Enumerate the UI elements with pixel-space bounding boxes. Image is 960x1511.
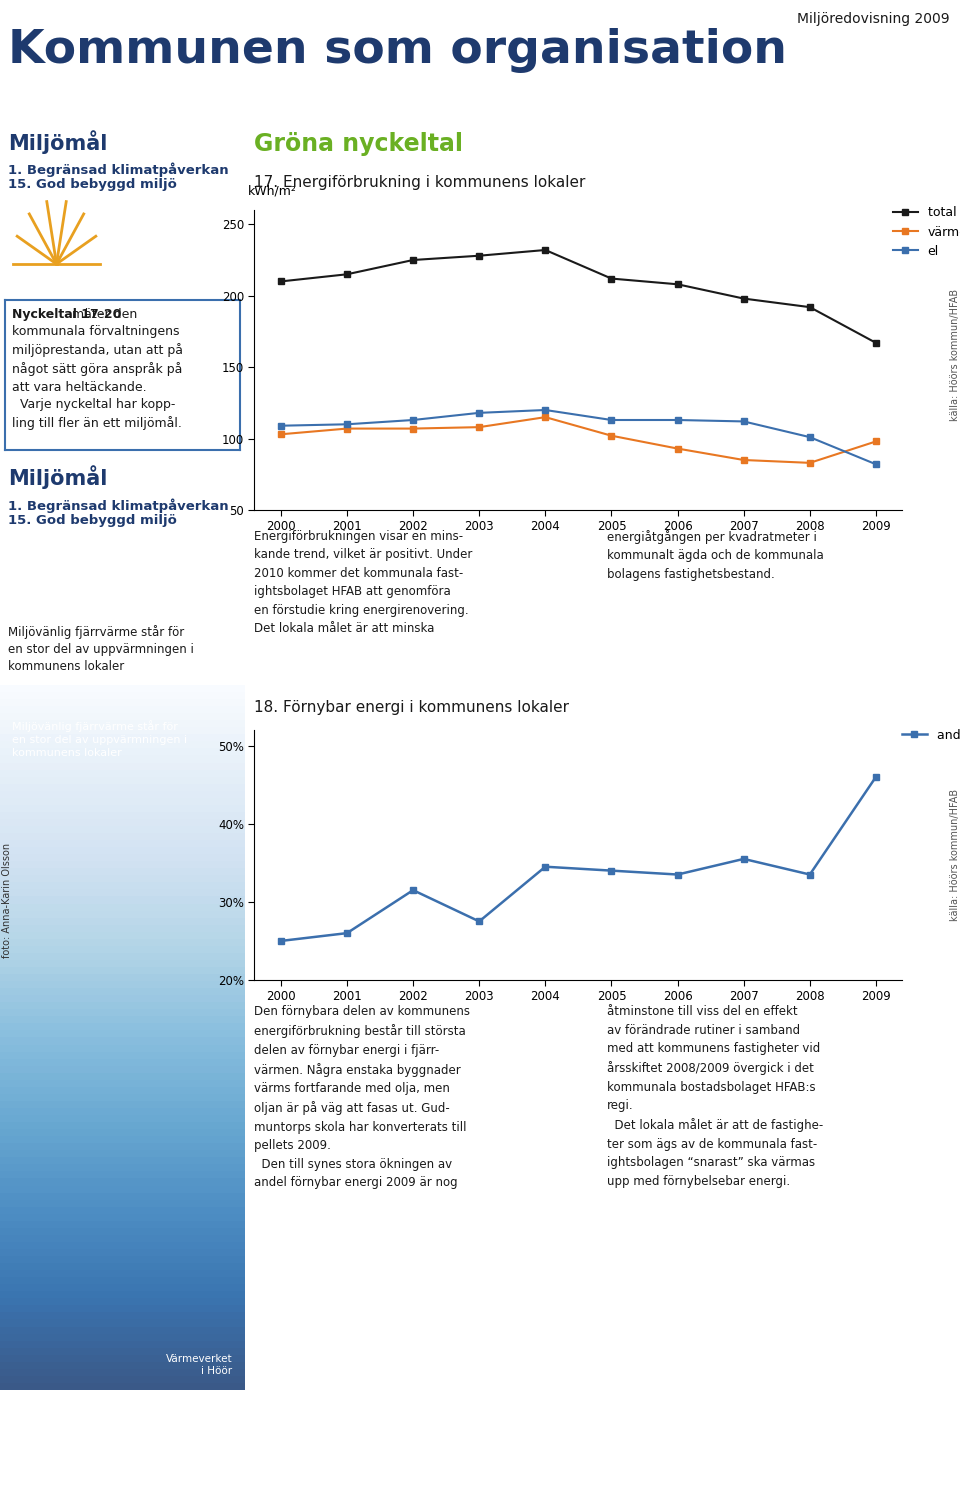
andel förnybar energi [341, 925, 352, 943]
andel förnybar energi [870, 768, 881, 786]
Line: el: el [277, 406, 879, 468]
Text: åtminstone till viss del en effekt
av förändrade rutiner i samband
med att kommu: åtminstone till viss del en effekt av fö… [608, 1005, 824, 1188]
värme [870, 432, 881, 450]
el [738, 413, 750, 431]
andel förnybar energi [738, 849, 750, 867]
värme [738, 450, 750, 468]
el [276, 417, 287, 435]
total energiförbrukning [341, 266, 352, 284]
Text: kWh/m²: kWh/m² [248, 184, 297, 198]
Line: värme: värme [277, 414, 879, 467]
andel förnybar energi [276, 932, 287, 950]
andel förnybar energi [540, 858, 551, 876]
el [540, 400, 551, 419]
Text: 18. Förnybar energi i kommunens lokaler: 18. Förnybar energi i kommunens lokaler [254, 700, 569, 715]
total energiförbrukning [672, 275, 684, 293]
el [870, 455, 881, 473]
Text: foto: Anna-Karin Olsson: foto: Anna-Karin Olsson [2, 843, 12, 958]
Text: Miljömål: Miljömål [8, 130, 108, 154]
total energiförbrukning [606, 269, 617, 287]
Text: Energiförbrukningen visar en mins-
kande trend, vilket är positivt. Under
2010 k: Energiförbrukningen visar en mins- kande… [254, 530, 472, 636]
värme [407, 420, 419, 438]
andel förnybar energi [407, 881, 419, 899]
el [672, 411, 684, 429]
Text: 1. Begränsad klimatpåverkan: 1. Begränsad klimatpåverkan [8, 499, 228, 512]
Text: Miljövänlig fjärrvärme står för
en stor del av uppvärmningen i
kommunens lokaler: Miljövänlig fjärrvärme står för en stor … [12, 721, 187, 757]
Text: 17. Energiförbrukning i kommunens lokaler: 17. Energiförbrukning i kommunens lokale… [254, 175, 586, 190]
Text: Miljömål: Miljömål [8, 465, 108, 490]
Text: mäter den
kommunala förvaltningens
miljöprestanda, utan att på
något sätt göra a: mäter den kommunala förvaltningens miljö… [12, 308, 183, 431]
Text: källa: Höörs kommun/HFAB: källa: Höörs kommun/HFAB [950, 289, 960, 422]
total energiförbrukning [804, 298, 816, 316]
el [407, 411, 419, 429]
Text: källa: Höörs kommun/HFAB: källa: Höörs kommun/HFAB [950, 789, 960, 922]
el [473, 403, 485, 422]
Text: 15. God bebyggd miljö: 15. God bebyggd miljö [8, 178, 177, 190]
Text: 1. Begränsad klimatpåverkan: 1. Begränsad klimatpåverkan [8, 162, 228, 177]
Line: andel förnybar energi: andel förnybar energi [277, 774, 879, 944]
Text: Nyckeltal 17-20: Nyckeltal 17-20 [12, 308, 121, 320]
Legend: andel förnybar energi: andel förnybar energi [897, 724, 960, 746]
Text: Kommunen som organisation: Kommunen som organisation [8, 29, 787, 73]
Text: energiåtgången per kvadratmeter i
kommunalt ägda och de kommunala
bolagens fasti: energiåtgången per kvadratmeter i kommun… [608, 530, 824, 580]
andel förnybar energi [672, 866, 684, 884]
total energiförbrukning [540, 240, 551, 258]
värme [540, 408, 551, 426]
total energiförbrukning [738, 290, 750, 308]
Text: Den förnybara delen av kommunens
energiförbrukning består till största
delen av: Den förnybara delen av kommunens energif… [254, 1005, 470, 1189]
total energiförbrukning [473, 246, 485, 264]
el [804, 428, 816, 446]
andel förnybar energi [606, 861, 617, 879]
el [341, 416, 352, 434]
värme [606, 426, 617, 444]
Text: Värmeverket
i Höör: Värmeverket i Höör [166, 1354, 232, 1377]
Line: total energiförbrukning: total energiförbrukning [277, 246, 879, 346]
andel förnybar energi [804, 866, 816, 884]
andel förnybar energi [473, 913, 485, 931]
värme [276, 425, 287, 443]
total energiförbrukning [407, 251, 419, 269]
Text: 15. God bebyggd miljö: 15. God bebyggd miljö [8, 514, 177, 527]
Legend: total energiförbrukning, värme, el: total energiförbrukning, värme, el [888, 201, 960, 263]
värme [473, 419, 485, 437]
värme [341, 420, 352, 438]
värme [672, 440, 684, 458]
värme [804, 453, 816, 471]
Text: Gröna nyckeltal: Gröna nyckeltal [254, 131, 464, 156]
total energiförbrukning [870, 334, 881, 352]
Text: Miljöredovisning 2009: Miljöredovisning 2009 [798, 12, 950, 26]
total energiförbrukning [276, 272, 287, 290]
el [606, 411, 617, 429]
Text: Miljövänlig fjärrvärme står för
en stor del av uppvärmningen i
kommunens lokaler: Miljövänlig fjärrvärme står för en stor … [8, 626, 194, 672]
